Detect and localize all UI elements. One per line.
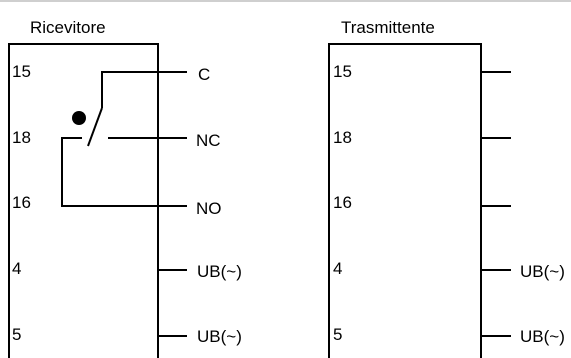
receiver-title: Ricevitore (30, 18, 106, 37)
transmitter-output-ub-2: UB(~) (520, 327, 565, 346)
receiver-output-nc: NC (196, 131, 221, 150)
receiver-pin-15: 15 (12, 62, 31, 81)
transmitter-pin-15: 15 (333, 62, 352, 81)
transmitter-title: Trasmittente (341, 18, 435, 37)
receiver-output-no: NO (196, 199, 222, 218)
receiver-output-ub-2: UB(~) (197, 327, 242, 346)
receiver-output-c: C (198, 65, 211, 84)
relay-pivot-dot (72, 111, 86, 125)
transmitter-box (328, 43, 482, 358)
transmitter-output-ub-1: UB(~) (520, 262, 565, 281)
receiver-pin-5: 5 (12, 325, 22, 344)
transmitter-pin-16: 16 (333, 193, 352, 212)
receiver-pin-4: 4 (12, 259, 22, 278)
receiver-pin-16: 16 (12, 193, 31, 212)
relay-common-wire (101, 71, 158, 108)
transmitter-pin-5: 5 (333, 325, 343, 344)
relay-switch-arm (87, 107, 103, 147)
transmitter-pin-4: 4 (333, 259, 343, 278)
top-divider (0, 0, 571, 2)
receiver-output-ub-1: UB(~) (197, 262, 242, 281)
receiver-pin-18: 18 (12, 128, 31, 147)
receiver-box (8, 43, 159, 358)
relay-no-wire (61, 137, 158, 207)
transmitter-pin-18: 18 (333, 128, 352, 147)
